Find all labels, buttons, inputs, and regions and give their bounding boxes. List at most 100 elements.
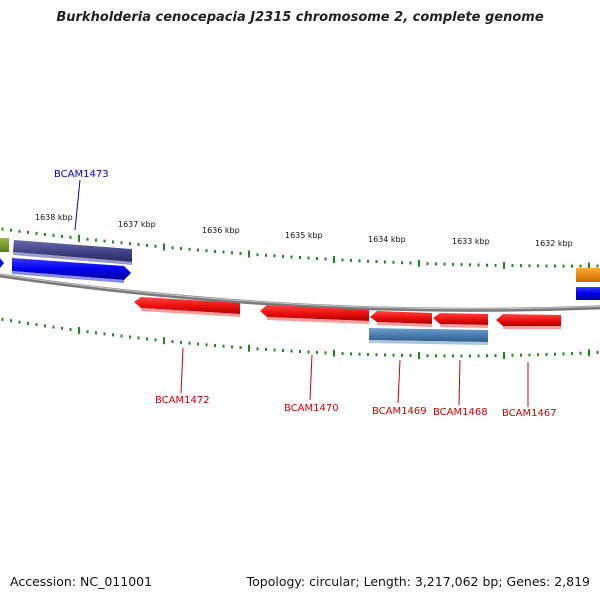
inner-minor-tick: [494, 354, 497, 358]
outer-minor-tick: [358, 259, 361, 263]
tick-label-1632: 1632 kbp: [535, 239, 573, 248]
feature-olive-edge[interactable]: [0, 238, 9, 252]
inner-minor-tick: [103, 332, 106, 336]
inner-minor-tick: [409, 354, 412, 357]
gene-label-BCAM1468[interactable]: BCAM1468: [433, 407, 488, 418]
outer-minor-tick: [35, 231, 38, 235]
inner-minor-tick: [528, 353, 531, 357]
inner-minor-tick: [188, 341, 191, 345]
outer-major-tick: [333, 256, 335, 263]
outer-minor-tick: [435, 262, 437, 266]
inner-minor-tick: [486, 354, 488, 358]
outer-minor-tick: [137, 243, 140, 246]
inner-minor-tick: [44, 324, 46, 328]
inner-minor-tick: [562, 352, 565, 356]
outer-minor-tick: [554, 264, 556, 268]
outer-minor-tick: [401, 261, 403, 265]
outer-minor-tick: [545, 264, 548, 268]
tick-label-1638: 1638 kbp: [35, 213, 73, 222]
inner-minor-tick: [537, 353, 539, 357]
outer-minor-tick: [494, 263, 497, 267]
inner-minor-tick: [341, 352, 344, 355]
inner-minor-tick: [443, 354, 446, 358]
inner-minor-tick: [256, 347, 259, 351]
inner-minor-tick: [367, 353, 369, 356]
genome-summary-text: Topology: circular; Length: 3,217,062 bp…: [246, 574, 590, 589]
gene-BCAM1467-cds[interactable]: [496, 314, 561, 326]
feature-purple[interactable]: [13, 240, 132, 262]
inner-minor-tick: [265, 347, 267, 351]
gene-BCAM1468-cds[interactable]: [433, 313, 488, 325]
gene-label-BCAM1469[interactable]: BCAM1469: [372, 406, 427, 417]
inner-minor-tick: [197, 342, 199, 346]
feature-blue-edge-arrow[interactable]: [0, 258, 4, 268]
inner-minor-tick: [180, 340, 182, 344]
outer-minor-tick: [537, 264, 539, 268]
outer-minor-tick: [571, 264, 573, 268]
feature-orange-edge[interactable]: [576, 268, 600, 282]
outer-minor-tick: [520, 264, 522, 268]
gene-label-BCAM1470[interactable]: BCAM1470: [284, 403, 339, 414]
gene-BCAM1469-cds[interactable]: [370, 311, 432, 324]
outer-minor-tick: [511, 264, 514, 268]
outer-minor-tick: [299, 256, 301, 259]
outer-minor-tick: [129, 242, 131, 246]
gene-label-BCAM1472[interactable]: BCAM1472: [155, 395, 210, 406]
outer-minor-tick: [273, 254, 276, 258]
outer-minor-tick: [596, 264, 599, 268]
inner-minor-tick: [384, 353, 386, 357]
gene-BCAM1472-cds[interactable]: [134, 297, 240, 314]
outer-minor-tick: [69, 235, 72, 239]
outer-major-tick: [418, 259, 420, 267]
outer-minor-tick: [95, 238, 97, 242]
tick-label-1633: 1633 kbp: [452, 237, 490, 246]
outer-minor-tick: [307, 256, 310, 260]
inner-minor-tick: [392, 353, 395, 357]
inner-minor-tick: [469, 354, 471, 358]
feature-blue-right-edge[interactable]: [576, 287, 600, 300]
gene-BCAM1473-cds[interactable]: [12, 258, 131, 280]
inner-minor-tick: [520, 353, 522, 357]
gene-label-BCAM1467[interactable]: BCAM1467: [502, 408, 557, 419]
outer-major-tick: [588, 262, 590, 270]
inner-minor-tick: [231, 345, 233, 349]
outer-minor-tick: [341, 258, 344, 262]
outer-minor-tick: [222, 250, 225, 254]
inner-major-tick: [248, 344, 250, 352]
outer-minor-tick: [103, 239, 106, 243]
outer-minor-tick: [290, 255, 293, 259]
inner-minor-tick: [358, 352, 361, 356]
inner-minor-tick: [350, 352, 352, 356]
inner-minor-tick: [95, 331, 97, 335]
inner-minor-tick: [596, 350, 599, 354]
leader-BCAM1472: [180, 347, 184, 394]
outer-major-tick: [503, 262, 505, 269]
outer-minor-tick: [486, 263, 488, 267]
inner-major-tick: [163, 337, 165, 345]
inner-minor-tick: [545, 353, 548, 356]
inner-minor-tick: [10, 319, 12, 323]
inner-minor-tick: [120, 334, 123, 338]
inner-minor-tick: [69, 328, 72, 331]
inner-minor-tick: [273, 348, 276, 352]
tick-label-1634: 1634 kbp: [368, 235, 406, 244]
tick-label-1637: 1637 kbp: [118, 220, 156, 229]
inner-minor-tick: [316, 350, 318, 354]
outer-minor-tick: [452, 262, 454, 266]
outer-minor-tick: [239, 251, 242, 255]
outer-minor-tick: [188, 247, 191, 251]
outer-minor-tick: [477, 263, 480, 267]
gene-BCAM1470-cds[interactable]: [260, 305, 369, 321]
inner-minor-tick: [27, 321, 29, 325]
outer-minor-tick: [375, 260, 378, 264]
outer-tick-marks: [1, 227, 599, 270]
inner-minor-tick: [426, 354, 429, 358]
inner-minor-tick: [112, 333, 114, 337]
outer-minor-tick: [197, 248, 199, 252]
gene-label-BCAM1473[interactable]: BCAM1473: [54, 169, 109, 180]
inner-minor-tick: [401, 353, 403, 357]
feature-steelblue[interactable]: [369, 328, 488, 342]
inner-minor-tick: [52, 325, 55, 329]
outer-major-tick: [78, 234, 80, 242]
outer-minor-tick: [256, 253, 259, 257]
